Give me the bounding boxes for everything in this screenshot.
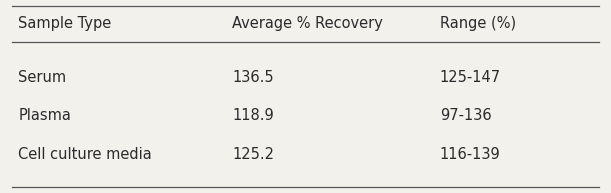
- Text: Cell culture media: Cell culture media: [18, 147, 152, 162]
- Text: Plasma: Plasma: [18, 108, 71, 123]
- Text: 97-136: 97-136: [440, 108, 491, 123]
- Text: Average % Recovery: Average % Recovery: [232, 16, 383, 31]
- Text: 118.9: 118.9: [232, 108, 274, 123]
- Text: 125.2: 125.2: [232, 147, 274, 162]
- Text: Sample Type: Sample Type: [18, 16, 112, 31]
- Text: Range (%): Range (%): [440, 16, 516, 31]
- Text: 125-147: 125-147: [440, 70, 501, 85]
- Text: Serum: Serum: [18, 70, 67, 85]
- Text: 136.5: 136.5: [232, 70, 274, 85]
- Text: 116-139: 116-139: [440, 147, 500, 162]
